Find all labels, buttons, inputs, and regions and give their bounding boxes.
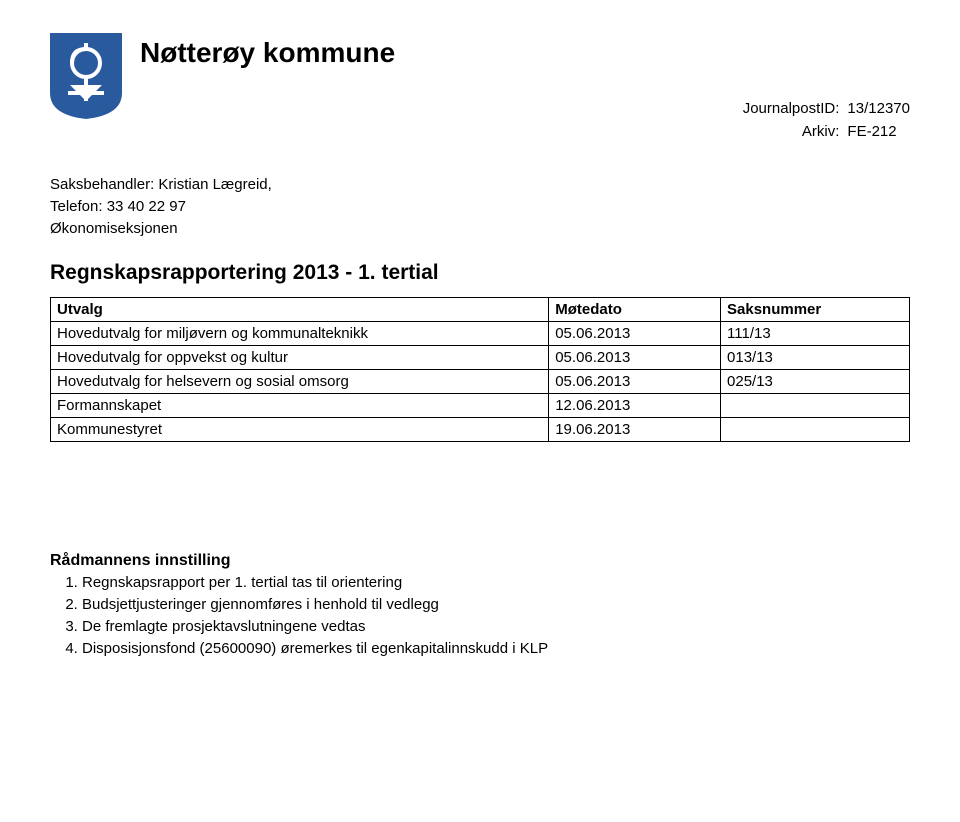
table-cell: 013/13	[721, 346, 910, 370]
table-cell: 12.06.2013	[549, 394, 721, 418]
table-cell: 05.06.2013	[549, 370, 721, 394]
arkiv-value: FE-212	[847, 123, 896, 140]
table-row: Hovedutvalg for miljøvern og kommunaltek…	[51, 322, 910, 346]
committee-table: Utvalg Møtedato Saksnummer Hovedutvalg f…	[50, 297, 910, 442]
handler-line3: Økonomiseksjonen	[50, 218, 910, 240]
table-row: Hovedutvalg for helsevern og sosial omso…	[51, 370, 910, 394]
recommendation-item: Disposisjonsfond (25600090) øremerkes ti…	[82, 638, 910, 660]
table-cell: 111/13	[721, 322, 910, 346]
table-cell: Hovedutvalg for oppvekst og kultur	[51, 346, 549, 370]
arkiv-label: Arkiv:	[802, 123, 840, 140]
table-cell: 05.06.2013	[549, 322, 721, 346]
municipal-logo	[50, 33, 122, 124]
page: JournalpostID: Arkiv: 13/12370 FE-212	[0, 0, 960, 699]
table-row: Kommunestyret19.06.2013	[51, 418, 910, 442]
table-row: Hovedutvalg for oppvekst og kultur05.06.…	[51, 346, 910, 370]
col-header-utvalg: Utvalg	[51, 298, 549, 322]
table-cell	[721, 394, 910, 418]
journal-value: 13/12370	[847, 100, 910, 117]
recommendation-list: Regnskapsrapport per 1. tertial tas til …	[50, 572, 910, 659]
handler-line1: Saksbehandler: Kristian Lægreid,	[50, 174, 910, 196]
table-cell: 19.06.2013	[549, 418, 721, 442]
col-header-saksnummer: Saksnummer	[721, 298, 910, 322]
recommendation-item: Budsjettjusteringer gjennomføres i henho…	[82, 594, 910, 616]
recommendation-item: Regnskapsrapport per 1. tertial tas til …	[82, 572, 910, 594]
table-row: Formannskapet12.06.2013	[51, 394, 910, 418]
table-cell: 025/13	[721, 370, 910, 394]
table-cell	[721, 418, 910, 442]
recommendation-item: De fremlagte prosjektavslutningene vedta…	[82, 616, 910, 638]
document-title: Regnskapsrapportering 2013 - 1. tertial	[50, 261, 910, 285]
table-cell: Kommunestyret	[51, 418, 549, 442]
recommendation-section: Rådmannens innstilling Regnskapsrapport …	[50, 552, 910, 659]
case-handler-block: Saksbehandler: Kristian Lægreid, Telefon…	[50, 174, 910, 239]
table-cell: Hovedutvalg for miljøvern og kommunaltek…	[51, 322, 549, 346]
table-header-row: Utvalg Møtedato Saksnummer	[51, 298, 910, 322]
col-header-motedato: Møtedato	[549, 298, 721, 322]
table-cell: Hovedutvalg for helsevern og sosial omso…	[51, 370, 549, 394]
handler-line2: Telefon: 33 40 22 97	[50, 196, 910, 218]
journal-label: JournalpostID:	[743, 100, 840, 117]
table-body: Hovedutvalg for miljøvern og kommunaltek…	[51, 322, 910, 442]
table-cell: 05.06.2013	[549, 346, 721, 370]
table-cell: Formannskapet	[51, 394, 549, 418]
page-title: Nøtterøy kommune	[140, 37, 395, 69]
recommendation-title: Rådmannens innstilling	[50, 552, 910, 570]
